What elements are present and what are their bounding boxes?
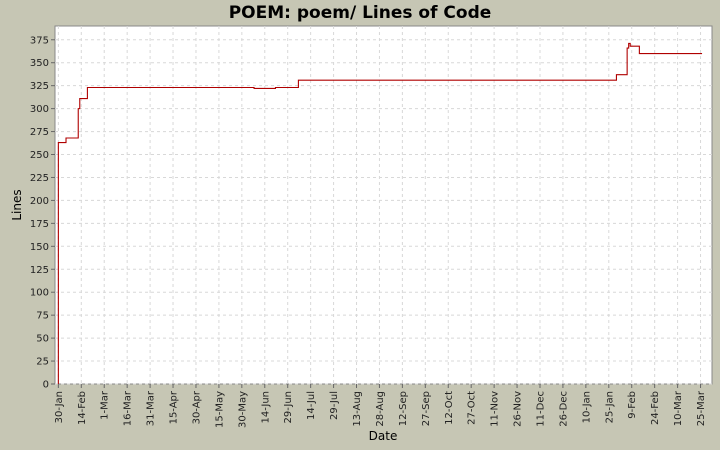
- chart-title: POEM: poem/ Lines of Code: [229, 3, 492, 23]
- x-tick-label: 1-Mar: [100, 390, 111, 420]
- x-tick-label: 11-Nov: [490, 391, 501, 427]
- x-tick-label: 16-Mar: [123, 390, 134, 426]
- x-tick-label: 29-Jul: [329, 391, 340, 420]
- x-tick-label: 14-Feb: [77, 391, 88, 425]
- series-line: [57, 42, 703, 384]
- x-tick-label: 29-Jun: [283, 391, 294, 424]
- x-tick-label: 11-Dec: [535, 391, 546, 427]
- x-tick-label: 30-Apr: [191, 390, 202, 424]
- x-tick-label: 10-Mar: [673, 390, 684, 426]
- x-tick-label: 15-Apr: [169, 390, 180, 424]
- x-tick-label: 24-Feb: [650, 391, 661, 425]
- x-tick-label: 30-Jan: [54, 391, 65, 423]
- x-tick-label: 26-Nov: [513, 391, 524, 427]
- x-tick-label: 12-Oct: [444, 391, 455, 425]
- x-tick-label: 25-Jan: [604, 391, 615, 423]
- series-layer: [57, 42, 703, 384]
- x-tick-label: 9-Feb: [627, 391, 638, 419]
- y-axis-label: Lines: [10, 189, 24, 220]
- x-tick-label: 10-Jan: [581, 391, 592, 423]
- y-tick-label: 225: [30, 173, 49, 184]
- x-tick-label: 28-Aug: [375, 391, 386, 427]
- x-tick-label: 13-Aug: [352, 391, 363, 427]
- x-tick-label: 15-May: [214, 391, 225, 428]
- y-tick-label: 150: [30, 242, 49, 253]
- y-tick-label: 50: [36, 334, 49, 345]
- x-tick-label: 27-Sep: [421, 391, 432, 426]
- x-tick-label: 12-Sep: [398, 391, 409, 426]
- y-tick-label: 125: [30, 265, 49, 276]
- x-axis: 30-Jan 14-Feb 1-Mar 16-Mar 31-Mar 15-Apr 30-Ap…: [54, 384, 707, 428]
- grid-lines: [55, 26, 712, 385]
- y-tick-label: 250: [30, 150, 49, 161]
- x-axis-label: Date: [369, 429, 398, 443]
- x-tick-label: 14-Jun: [260, 391, 271, 424]
- y-tick-label: 275: [30, 127, 49, 138]
- x-tick-label: 25-Mar: [696, 390, 707, 426]
- y-tick-label: 325: [30, 81, 49, 92]
- y-tick-label: 300: [30, 104, 49, 115]
- y-tick-label: 100: [30, 288, 49, 299]
- y-tick-label: 0: [43, 380, 49, 391]
- y-axis: 0 25 50 75 100 125 150 175 200 225 250 275 300 325 350…: [30, 35, 55, 391]
- x-tick-label: 27-Oct: [467, 391, 478, 425]
- y-tick-label: 175: [30, 219, 49, 230]
- x-tick-label: 31-Mar: [146, 390, 157, 426]
- y-tick-label: 75: [36, 311, 49, 322]
- x-tick-label: 14-Jul: [306, 391, 317, 420]
- x-tick-label: 26-Dec: [558, 391, 569, 427]
- y-tick-label: 25: [36, 357, 49, 368]
- y-tick-label: 375: [30, 35, 49, 46]
- x-tick-label: 30-May: [237, 391, 248, 428]
- y-tick-label: 350: [30, 58, 49, 69]
- y-tick-label: 200: [30, 196, 49, 207]
